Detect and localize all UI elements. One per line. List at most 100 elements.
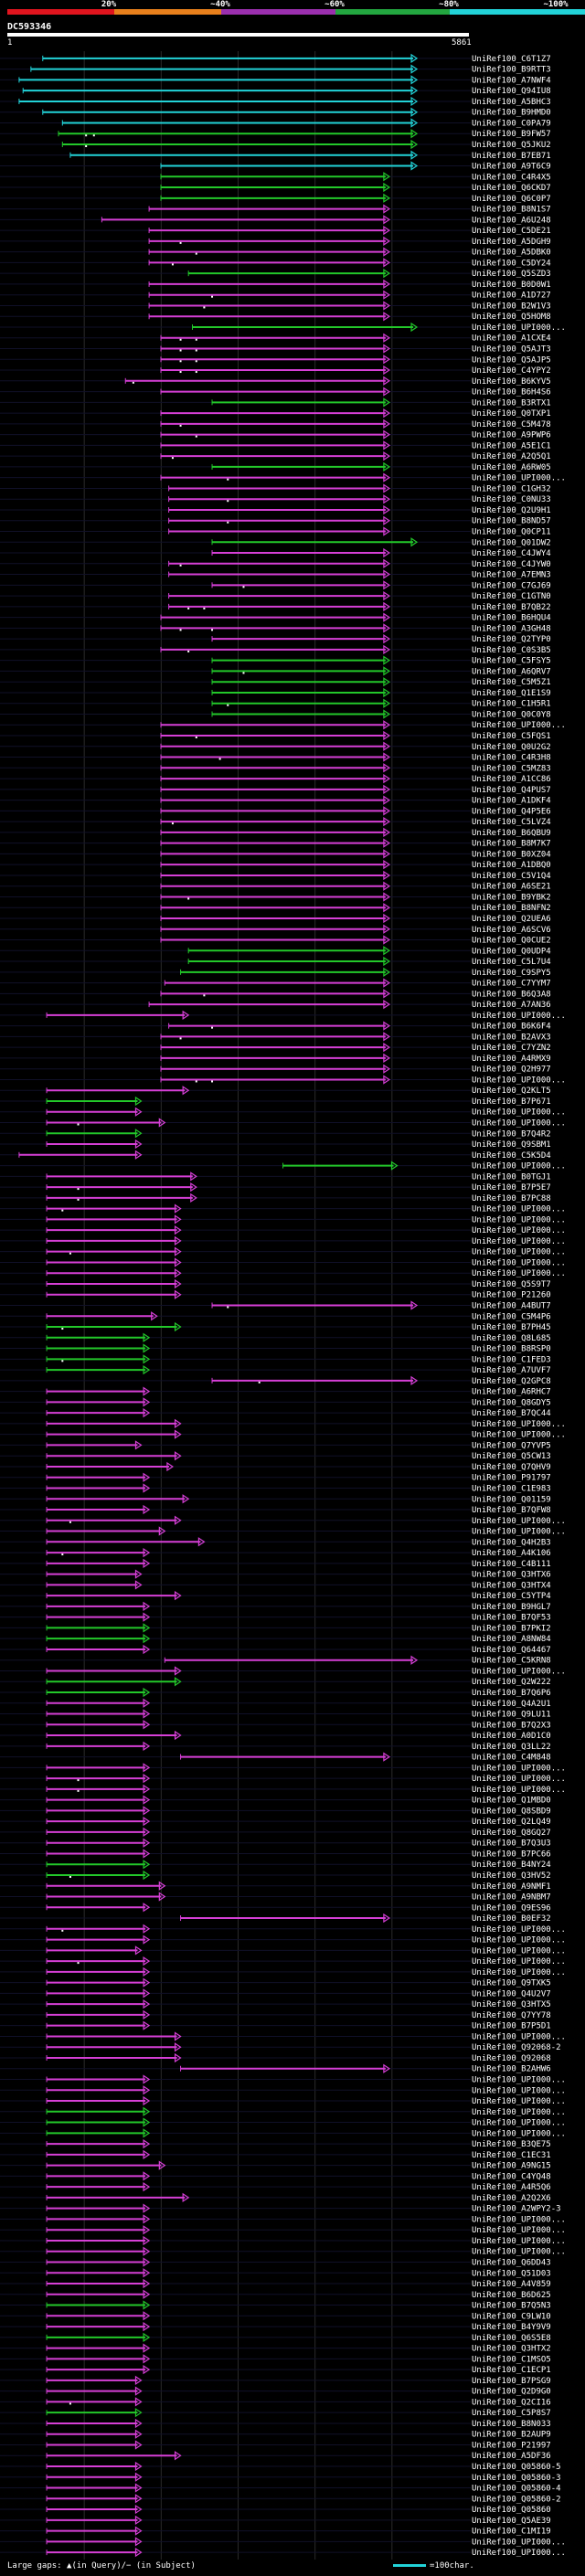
hit-row[interactable]: UniRef100_B6QBU9 [0,827,551,838]
hit-label[interactable]: UniRef100_C4YQ48 [472,2172,551,2181]
hit-row[interactable]: UniRef100_Q0CUE2 [0,935,551,946]
hit-label[interactable]: UniRef100_B6HQU4 [472,614,551,623]
hit-row[interactable]: UniRef100_UPI000... [0,2031,566,2041]
hit-label[interactable]: UniRef100_A9NMF1 [472,1882,551,1892]
hit-label[interactable]: UniRef100_UPI000... [472,1936,566,1945]
hit-label[interactable]: UniRef100_UPI000... [472,2538,566,2547]
hit-row[interactable]: UniRef100_UPI000... [0,1246,566,1257]
hit-label[interactable]: UniRef100_B0EF32 [472,1914,551,1924]
hit-row[interactable]: UniRef100_A4K106 [0,1547,551,1558]
hit-row[interactable]: UniRef100_UPI000... [0,2074,566,2085]
hit-row[interactable]: UniRef100_A4V859 [0,2278,551,2289]
hit-row[interactable]: UniRef100_B7Q4R2 [0,1129,551,1139]
hit-label[interactable]: UniRef100_A2Q5Q1 [472,452,551,461]
hit-label[interactable]: UniRef100_B7PC88 [472,1194,551,1203]
hit-label[interactable]: UniRef100_UPI000... [472,1162,566,1171]
hit-label[interactable]: UniRef100_UPI000... [472,474,566,483]
hit-row[interactable]: UniRef100_UPI000... [0,1203,566,1214]
hit-row[interactable]: UniRef100_B4Y9V9 [0,2321,551,2332]
hit-row[interactable]: UniRef100_B7QFW8 [0,1504,551,1515]
hit-row[interactable]: UniRef100_Q01DW2 [0,537,551,547]
hit-label[interactable]: UniRef100_UPI000... [472,1258,566,1267]
hit-row[interactable]: UniRef100_C1E983 [0,1483,551,1493]
hit-row[interactable]: UniRef100_C7YYM7 [0,978,551,989]
hit-row[interactable]: UniRef100_C1H5R1 [0,698,551,709]
hit-label[interactable]: UniRef100_Q64467 [472,1646,551,1655]
hit-label[interactable]: UniRef100_Q51D03 [472,2269,551,2278]
hit-row[interactable]: UniRef100_Q7QHV9 [0,1461,551,1472]
hit-label[interactable]: UniRef100_B9HMD0 [472,109,551,118]
hit-label[interactable]: UniRef100_UPI000... [472,2076,566,2085]
hit-row[interactable]: UniRef100_A4BUT7 [0,1300,551,1311]
hit-label[interactable]: UniRef100_A9NG15 [472,2162,551,2171]
hit-row[interactable]: UniRef100_B0TGJ1 [0,1171,551,1182]
hit-row[interactable]: UniRef100_A1CXE4 [0,333,551,344]
hit-label[interactable]: UniRef100_A9PWP6 [472,431,551,440]
hit-label[interactable]: UniRef100_B9FW57 [472,130,551,139]
hit-row[interactable]: UniRef100_Q94IU8 [0,86,551,96]
hit-label[interactable]: UniRef100_C5FQS1 [472,732,551,741]
hit-label[interactable]: UniRef100_C1EC31 [472,2151,551,2160]
hit-label[interactable]: UniRef100_Q2TYP0 [472,635,551,644]
hit-row[interactable]: UniRef100_UPI000... [0,1773,566,1784]
hit-row[interactable]: UniRef100_B7QB22 [0,601,551,612]
hit-row[interactable]: UniRef100_C5DY24 [0,258,551,268]
hit-label[interactable]: UniRef100_B8ND57 [472,517,551,526]
hit-row[interactable]: UniRef100_B7PC66 [0,1849,551,1859]
hit-row[interactable]: UniRef100_A9T6C9 [0,161,551,172]
hit-label[interactable]: UniRef100_A1DKF4 [472,797,551,806]
hit-row[interactable]: UniRef100_C5KRN8 [0,1655,551,1666]
hit-row[interactable]: UniRef100_Q05860 [0,2504,551,2515]
hit-row[interactable]: UniRef100_Q1E1S9 [0,687,551,698]
hit-row[interactable]: UniRef100_UPI000... [0,1075,566,1085]
hit-row[interactable]: UniRef100_P21997 [0,2440,551,2450]
hit-row[interactable]: UniRef100_B9HGL7 [0,1601,551,1612]
hit-label[interactable]: UniRef100_B9RTT3 [472,66,551,75]
hit-row[interactable]: UniRef100_Q0C0Y8 [0,709,551,719]
hit-label[interactable]: UniRef100_A4V859 [472,2280,551,2289]
hit-row[interactable]: UniRef100_B7PH45 [0,1321,551,1332]
hit-row[interactable]: UniRef100_Q3HV52 [0,1870,551,1881]
hit-label[interactable]: UniRef100_C5YTP4 [472,1592,551,1601]
hit-label[interactable]: UniRef100_Q05860-3 [472,2474,561,2483]
hit-row[interactable]: UniRef100_B8RSP0 [0,1343,551,1354]
hit-row[interactable]: UniRef100_Q2D9G0 [0,2386,551,2397]
hit-row[interactable]: UniRef100_B3RTX1 [0,398,551,408]
hit-row[interactable]: UniRef100_Q5HOM8 [0,312,551,322]
hit-label[interactable]: UniRef100_UPI000... [472,2226,566,2235]
hit-label[interactable]: UniRef100_C5M4P6 [472,1312,551,1321]
hit-label[interactable]: UniRef100_Q0CP11 [472,527,551,536]
hit-label[interactable]: UniRef100_UPI000... [472,1957,566,1966]
hit-row[interactable]: UniRef100_C1MI19 [0,2526,551,2537]
hit-label[interactable]: UniRef100_B7PH45 [472,1323,551,1332]
hit-row[interactable]: UniRef100_A1DBQ0 [0,860,551,870]
hit-row[interactable]: UniRef100_B2AUP9 [0,2429,551,2440]
hit-row[interactable]: UniRef100_Q0CP11 [0,526,551,536]
hit-label[interactable]: UniRef100_Q2U9H1 [472,506,551,515]
hit-label[interactable]: UniRef100_C5KRN8 [472,1657,551,1666]
hit-row[interactable]: UniRef100_UPI000... [0,1945,566,1956]
hit-label[interactable]: UniRef100_B6K6F4 [472,1023,551,1032]
hit-row[interactable]: UniRef100_A1D727 [0,290,551,301]
hit-row[interactable]: UniRef100_C5V1Q4 [0,870,551,881]
hit-row[interactable]: UniRef100_C5FSY5 [0,655,551,666]
hit-label[interactable]: UniRef100_B7PSG9 [472,2377,551,2386]
hit-label[interactable]: UniRef100_C4JYW0 [472,560,551,569]
hit-label[interactable]: UniRef100_C0S3B5 [472,646,551,655]
hit-label[interactable]: UniRef100_UPI000... [472,1012,566,1021]
hit-label[interactable]: UniRef100_C7GJ69 [472,581,551,590]
hit-row[interactable]: UniRef100_Q1MBD0 [0,1795,551,1806]
hit-row[interactable]: UniRef100_C9LW10 [0,2311,551,2321]
hit-label[interactable]: UniRef100_Q2W222 [472,1678,551,1687]
hit-label[interactable]: UniRef100_C5M478 [472,420,551,429]
hit-label[interactable]: UniRef100_C4YPY2 [472,366,551,376]
hit-row[interactable]: UniRef100_A3GH48 [0,623,551,633]
hit-label[interactable]: UniRef100_A5DF36 [472,2452,551,2461]
hit-row[interactable]: UniRef100_Q5AE39 [0,2515,551,2526]
hit-label[interactable]: UniRef100_UPI000... [472,1420,566,1429]
hit-label[interactable]: UniRef100_A6QRV7 [472,667,551,676]
hit-label[interactable]: UniRef100_Q05860-2 [472,2495,561,2504]
hit-label[interactable]: UniRef100_Q5AJT3 [472,345,551,355]
hit-row[interactable]: UniRef100_B4NY24 [0,1860,551,1870]
hit-label[interactable]: UniRef100_UPI000... [472,2086,566,2095]
